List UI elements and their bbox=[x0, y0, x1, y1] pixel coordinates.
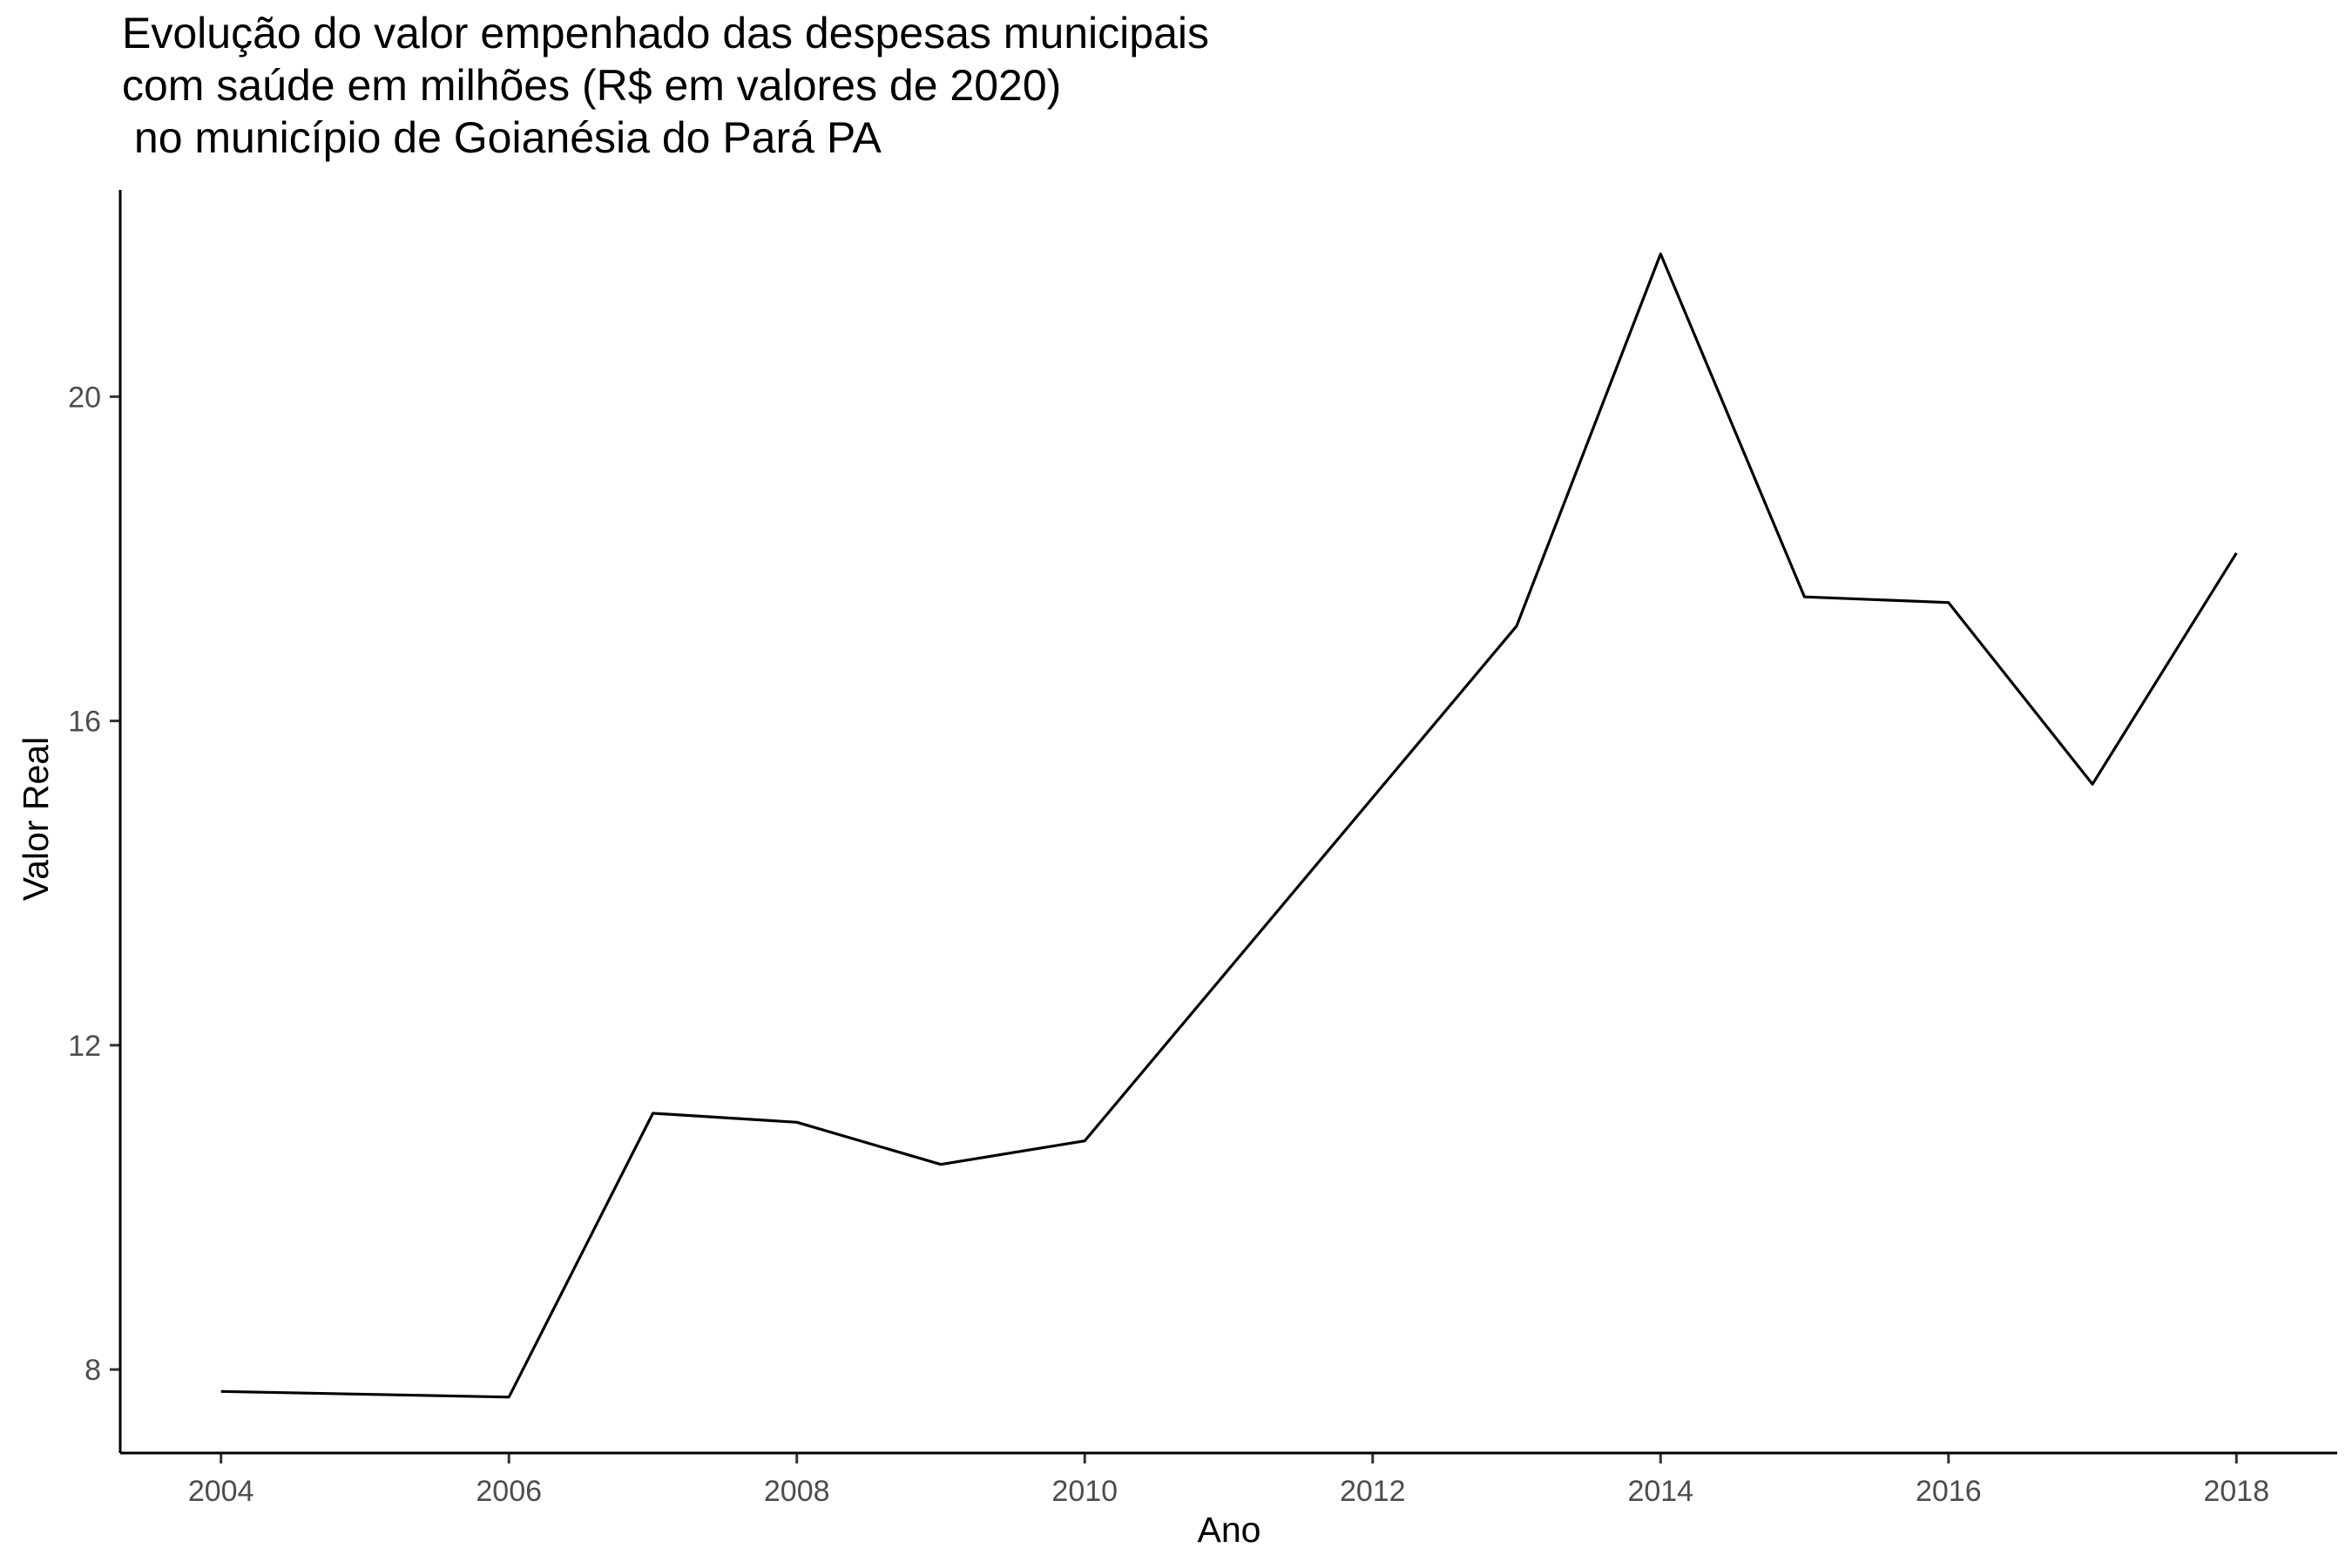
chart-title: Evolução do valor empenhado das despesas… bbox=[122, 9, 1209, 162]
y-tick-label: 16 bbox=[68, 706, 101, 739]
x-tick-label: 2012 bbox=[1340, 1475, 1406, 1508]
x-tick-label: 2008 bbox=[764, 1475, 830, 1508]
y-tick-label: 12 bbox=[68, 1030, 101, 1063]
series-layer bbox=[220, 252, 2238, 1399]
y-tick-label: 8 bbox=[84, 1354, 101, 1387]
x-tick-label: 2014 bbox=[1627, 1475, 1693, 1508]
y-axis-title: Valor Real bbox=[16, 737, 56, 901]
axes-layer bbox=[118, 190, 2337, 1455]
x-tick-label: 2004 bbox=[188, 1475, 254, 1508]
y-tick-label: 20 bbox=[68, 381, 101, 414]
x-tick-label: 2016 bbox=[1916, 1475, 1982, 1508]
x-axis-title: Ano bbox=[1198, 1510, 1261, 1550]
x-tick-label: 2010 bbox=[1051, 1475, 1118, 1508]
ticks-layer: 2004 2006 2008 2010 2012 2014 2016 2018 8 12 16 20 bbox=[68, 381, 2269, 1508]
x-tick-label: 2018 bbox=[2203, 1475, 2269, 1508]
series-line bbox=[220, 252, 2238, 1399]
x-tick-label: 2006 bbox=[476, 1475, 542, 1508]
